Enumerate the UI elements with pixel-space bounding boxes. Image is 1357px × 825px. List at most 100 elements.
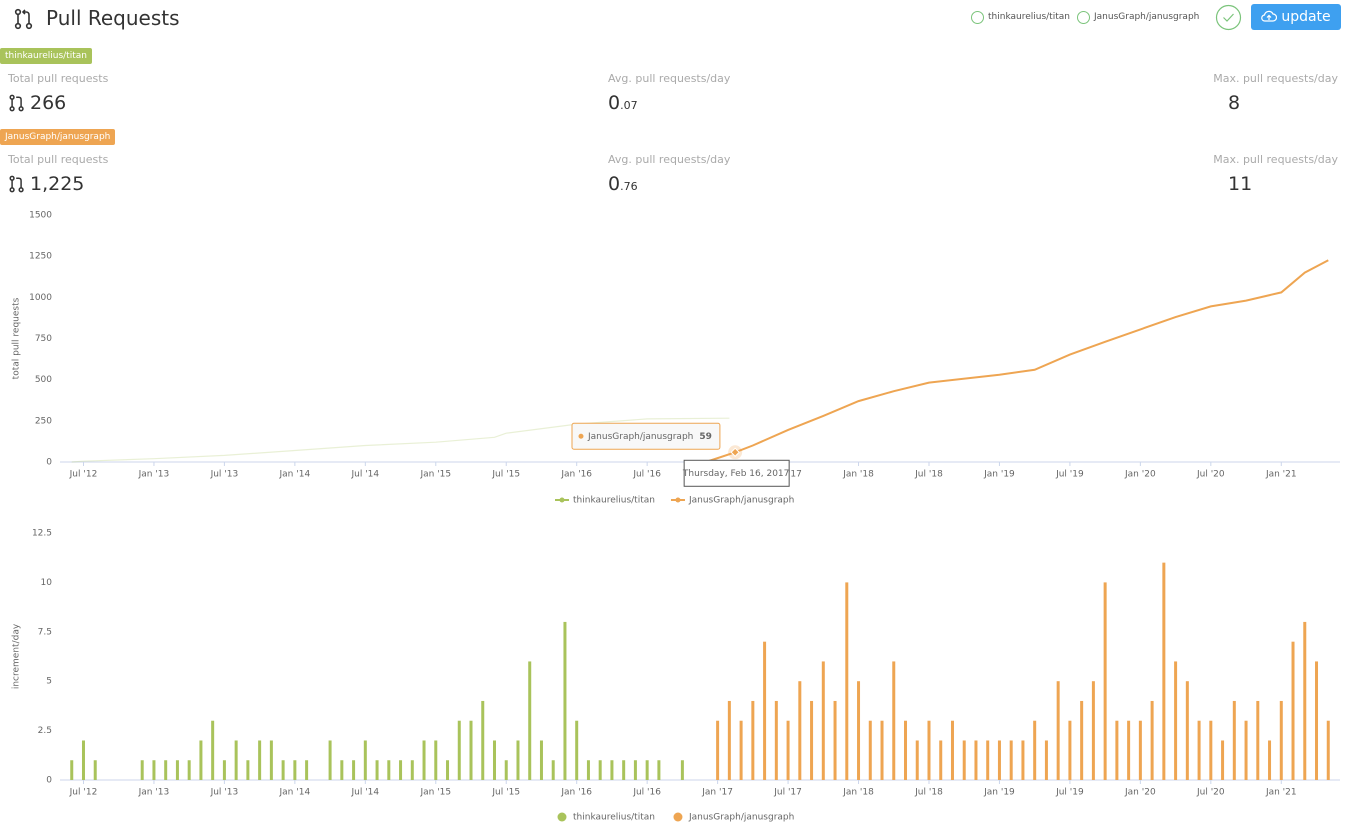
- y-tick-label: 5: [46, 677, 52, 687]
- y-axis-label: total pull requests: [12, 297, 22, 379]
- bar: [997, 740, 1001, 780]
- charts: 0 250 500 750 1000 1250 1500 Jul '12 Jan '13 Jul …: [12, 211, 1340, 823]
- bar: [1174, 661, 1178, 780]
- bar: [539, 740, 543, 780]
- stat-label: Avg. pull requests/day: [608, 72, 731, 85]
- x-tick-label: Jan '13: [138, 788, 170, 798]
- bar: [821, 661, 825, 780]
- bar: [1185, 681, 1189, 780]
- bar: [657, 760, 661, 780]
- tooltip-series: JanusGraph/janusgraph: [587, 432, 693, 442]
- bar: [845, 582, 849, 780]
- bar: [81, 740, 85, 780]
- bar: [481, 700, 485, 780]
- bar: [1080, 700, 1084, 780]
- x-tick-label: Jul '14: [350, 788, 379, 798]
- hover-point: [730, 447, 740, 457]
- repo-toggle-label[interactable]: JanusGraph/janusgraph: [1094, 12, 1200, 22]
- bar: [446, 760, 450, 780]
- x-tick-label: Jan '20: [1124, 788, 1156, 798]
- bar: [434, 740, 438, 780]
- bar: [1138, 720, 1142, 780]
- bar: [1221, 740, 1225, 780]
- bar: [504, 760, 508, 780]
- bar: [363, 740, 367, 780]
- y-tick-label: 1000: [29, 293, 52, 303]
- bar: [1315, 661, 1319, 780]
- bar: [340, 760, 344, 780]
- bar: [680, 760, 684, 780]
- page-title: Pull Requests: [46, 6, 180, 30]
- x-tick-label: Jan '13: [138, 470, 170, 480]
- legend-marker: [559, 497, 565, 503]
- pr-icon: [14, 8, 33, 30]
- bar: [457, 720, 461, 780]
- bar: [1291, 641, 1295, 780]
- bar: [598, 760, 602, 780]
- x-tick-label: Jul '15: [491, 470, 520, 480]
- x-tick-label: Jan '14: [279, 470, 311, 480]
- x-tick-label: Jul '18: [914, 788, 943, 798]
- y-tick-label: 0: [46, 776, 52, 786]
- stat-avg: 0.07: [608, 92, 638, 114]
- repo-toggle-label[interactable]: thinkaurelius/titan: [988, 12, 1070, 22]
- bar: [986, 740, 990, 780]
- bar: [469, 720, 473, 780]
- bar: [1091, 681, 1095, 780]
- tooltip-value: 59: [699, 432, 712, 442]
- bar: [352, 760, 356, 780]
- stat-max: 11: [1228, 173, 1253, 195]
- bar: [281, 760, 285, 780]
- stat-avg: 0.76: [608, 173, 638, 195]
- stat-label: Total pull requests: [8, 153, 109, 166]
- x-tick-label: Jan '16: [560, 788, 592, 798]
- bar: [610, 760, 614, 780]
- bar: [399, 760, 403, 780]
- bar: [164, 760, 168, 780]
- y-tick-label: 0: [46, 458, 52, 468]
- bar: [1068, 720, 1072, 780]
- bar: [1162, 562, 1166, 780]
- bar: [939, 740, 943, 780]
- bar: [1232, 700, 1236, 780]
- tooltip: JanusGraph/janusgraph 59 Thursday, Feb 16,…: [571, 422, 790, 487]
- bar: [915, 740, 919, 780]
- bar: [810, 700, 814, 780]
- legend-marker: [675, 497, 681, 503]
- x-tick-label: Jul '16: [632, 788, 661, 798]
- bar: [187, 760, 191, 780]
- bar: [833, 700, 837, 780]
- x-tick-label: Jan '15: [419, 788, 451, 798]
- x-tick-label: Jan '17: [701, 788, 733, 798]
- cloud-icon: [1261, 10, 1278, 22]
- update-label[interactable]: update: [1281, 9, 1331, 25]
- stat-total: 1,225: [30, 173, 85, 195]
- bar: [1268, 740, 1272, 780]
- y-tick-label: 1250: [29, 252, 52, 262]
- repo-toggle[interactable]: [971, 11, 984, 24]
- bar: [868, 720, 872, 780]
- bar: [1127, 720, 1131, 780]
- bar: [786, 720, 790, 780]
- bar: [328, 740, 332, 780]
- bar: [410, 760, 414, 780]
- x-tick-label: Jul '20: [1196, 788, 1225, 798]
- bar: [492, 740, 496, 780]
- bar: [234, 740, 238, 780]
- repo-badge: JanusGraph/janusgraph: [0, 129, 116, 145]
- y-tick-label: 1500: [29, 211, 52, 221]
- bar: [622, 760, 626, 780]
- tooltip-box: [571, 422, 721, 450]
- y-tick-label: 250: [35, 416, 52, 426]
- y-tick-label: 750: [35, 334, 52, 344]
- x-tick-label: Jan '15: [419, 470, 451, 480]
- stat-max: 8: [1228, 92, 1241, 114]
- repo-toggle[interactable]: [1077, 11, 1090, 24]
- avg-frac: .76: [620, 180, 638, 193]
- bar: [70, 760, 74, 780]
- x-tick-label: Jul '19: [1055, 470, 1084, 480]
- update-button[interactable]: update: [1251, 4, 1341, 30]
- bar: [1056, 681, 1060, 780]
- bar: [716, 720, 720, 780]
- bar: [528, 661, 532, 780]
